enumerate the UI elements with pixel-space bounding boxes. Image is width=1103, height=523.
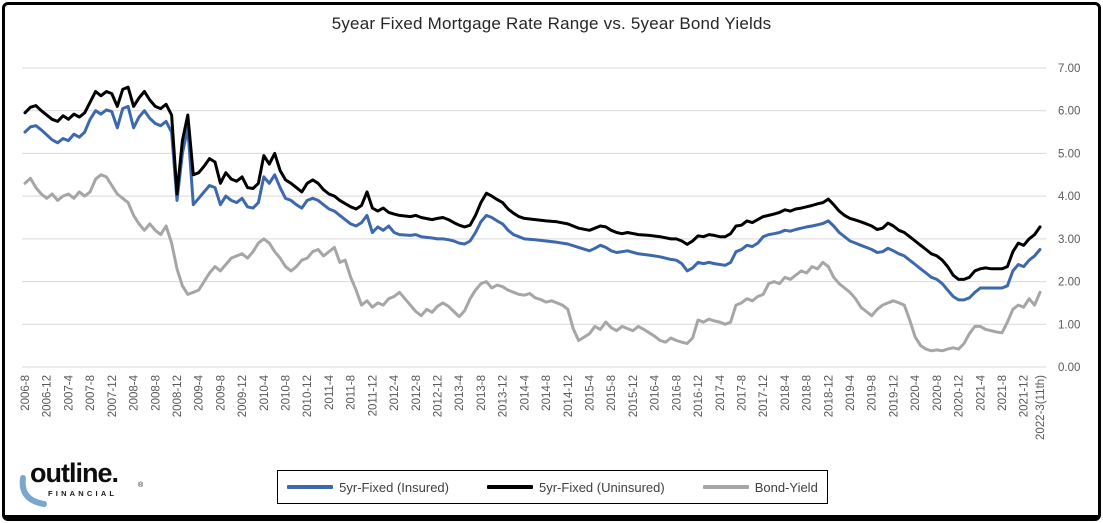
x-axis-tick-label: 2012-12: [433, 375, 445, 417]
logo-subtitle: FINANCIAL: [48, 489, 118, 498]
x-axis-tick-label: 2015-8: [606, 375, 618, 411]
x-axis-tick-label: 2011-12: [367, 375, 379, 416]
x-axis-tick-label: 2018-4: [780, 374, 792, 410]
y-axis-tick-label: 2.00: [1058, 277, 1080, 289]
x-axis-tick-label: 2014-4: [519, 374, 531, 410]
x-axis-tick-label: 2016-4: [650, 374, 662, 410]
x-axis-tick-label: 2009-8: [215, 375, 227, 411]
x-axis-tick-label: 2011-8: [346, 375, 358, 410]
x-axis-tick-label: 2016-12: [693, 375, 705, 417]
uninsured-line-swatch: [486, 485, 533, 489]
x-axis-tick-label: 2006-12: [42, 375, 54, 417]
series-line-5yr-fixed-insured-: [23, 104, 1042, 302]
x-axis-tick-label: 2010-12: [302, 375, 314, 417]
x-axis-tick-label: 2018-12: [823, 375, 835, 417]
x-axis-tick-label: 2008-8: [150, 375, 162, 411]
outline-financial-logo: outline. ® FINANCIAL: [14, 456, 184, 512]
x-axis-tick-label: 2017-8: [736, 375, 748, 411]
chart-legend: 5yr-Fixed (Insured) 5yr-Fixed (Uninsured…: [277, 470, 828, 504]
x-axis-tick-label: 2015-12: [628, 375, 640, 417]
x-axis-tick-label: 2013-8: [476, 375, 488, 411]
x-axis-tick-label: 2021-12: [1019, 375, 1031, 417]
x-axis-tick-label: 2014-8: [541, 375, 553, 411]
x-axis-tick-label: 2017-4: [715, 374, 727, 410]
logo-swoosh-icon: [19, 475, 47, 507]
y-axis-tick-label: 6.00: [1058, 106, 1080, 118]
y-axis-tick-label: 0.00: [1058, 362, 1080, 374]
x-axis-tick-label: 2007-4: [63, 374, 75, 410]
x-axis-tick-label: 2011-4: [324, 374, 336, 410]
legend-item-uninsured: 5yr-Fixed (Uninsured): [486, 479, 665, 495]
x-axis-tick-label: 2007-12: [107, 375, 119, 417]
series-line-bond-yield: [23, 173, 1042, 353]
legend-label-bond-yield: Bond-Yield: [754, 479, 818, 495]
x-axis-tick-label: 2020-4: [910, 374, 922, 410]
x-axis-tick-label: 2019-4: [845, 374, 857, 410]
x-axis-tick-label: 2019-12: [888, 375, 900, 417]
x-axis-tick-label: 2013-4: [454, 374, 466, 410]
y-axis-tick-label: 5.00: [1058, 148, 1080, 160]
x-axis-tick-label: 2014-12: [563, 375, 575, 417]
x-axis-tick-label: 2008-4: [129, 374, 141, 410]
registered-trademark-icon: ®: [138, 482, 144, 489]
x-axis-tick-label: 2012-8: [411, 375, 423, 411]
x-axis-tick-label: 2022-3(11th): [1035, 375, 1047, 440]
bond-yield-line-swatch: [702, 485, 749, 489]
x-axis-tick-label: 2013-12: [498, 375, 510, 417]
logo-wordmark: outline.: [30, 458, 119, 488]
x-axis-tick-label: 2010-8: [281, 375, 293, 411]
chart-title: 5year Fixed Mortgage Rate Range vs. 5yea…: [331, 14, 772, 33]
x-axis-tick-label: 2015-4: [584, 374, 596, 410]
y-axis-tick-label: 3.00: [1058, 234, 1080, 246]
x-axis-tick-label: 2020-8: [932, 375, 944, 411]
series-line-5yr-fixed-uninsured-: [23, 85, 1042, 281]
x-axis-tick-label: 2007-8: [85, 375, 97, 411]
x-axis-tick-label: 2006-8: [20, 375, 32, 411]
legend-item-insured: 5yr-Fixed (Insured): [287, 480, 449, 495]
x-axis-tick-label: 2019-8: [867, 375, 879, 411]
x-axis-tick-label: 2020-12: [954, 375, 966, 417]
insured-line-swatch: [287, 485, 334, 489]
x-axis-tick-label: 2016-8: [671, 375, 683, 411]
x-axis-tick-label: 2021-8: [997, 375, 1009, 411]
x-axis-tick-label: 2018-8: [802, 375, 814, 411]
legend-label-uninsured: 5yr-Fixed (Uninsured): [538, 479, 665, 495]
x-axis-tick-label: 2012-4: [389, 374, 401, 410]
y-axis-tick-label: 1.00: [1058, 319, 1080, 331]
x-axis-tick-label: 2017-12: [758, 375, 770, 417]
y-axis-tick-label: 4.00: [1058, 191, 1080, 203]
x-axis-tick-label: 2008-12: [172, 375, 184, 417]
x-axis-tick-label: 2009-4: [194, 374, 206, 410]
x-axis-tick-label: 2010-4: [259, 374, 271, 410]
x-axis-tick-label: 2009-12: [237, 375, 249, 417]
legend-label-insured: 5yr-Fixed (Insured): [339, 479, 449, 495]
y-axis-tick-label: 7.00: [1058, 63, 1080, 75]
x-axis-tick-label: 2021-4: [975, 374, 987, 410]
legend-item-bond-yield: Bond-Yield: [702, 479, 818, 495]
